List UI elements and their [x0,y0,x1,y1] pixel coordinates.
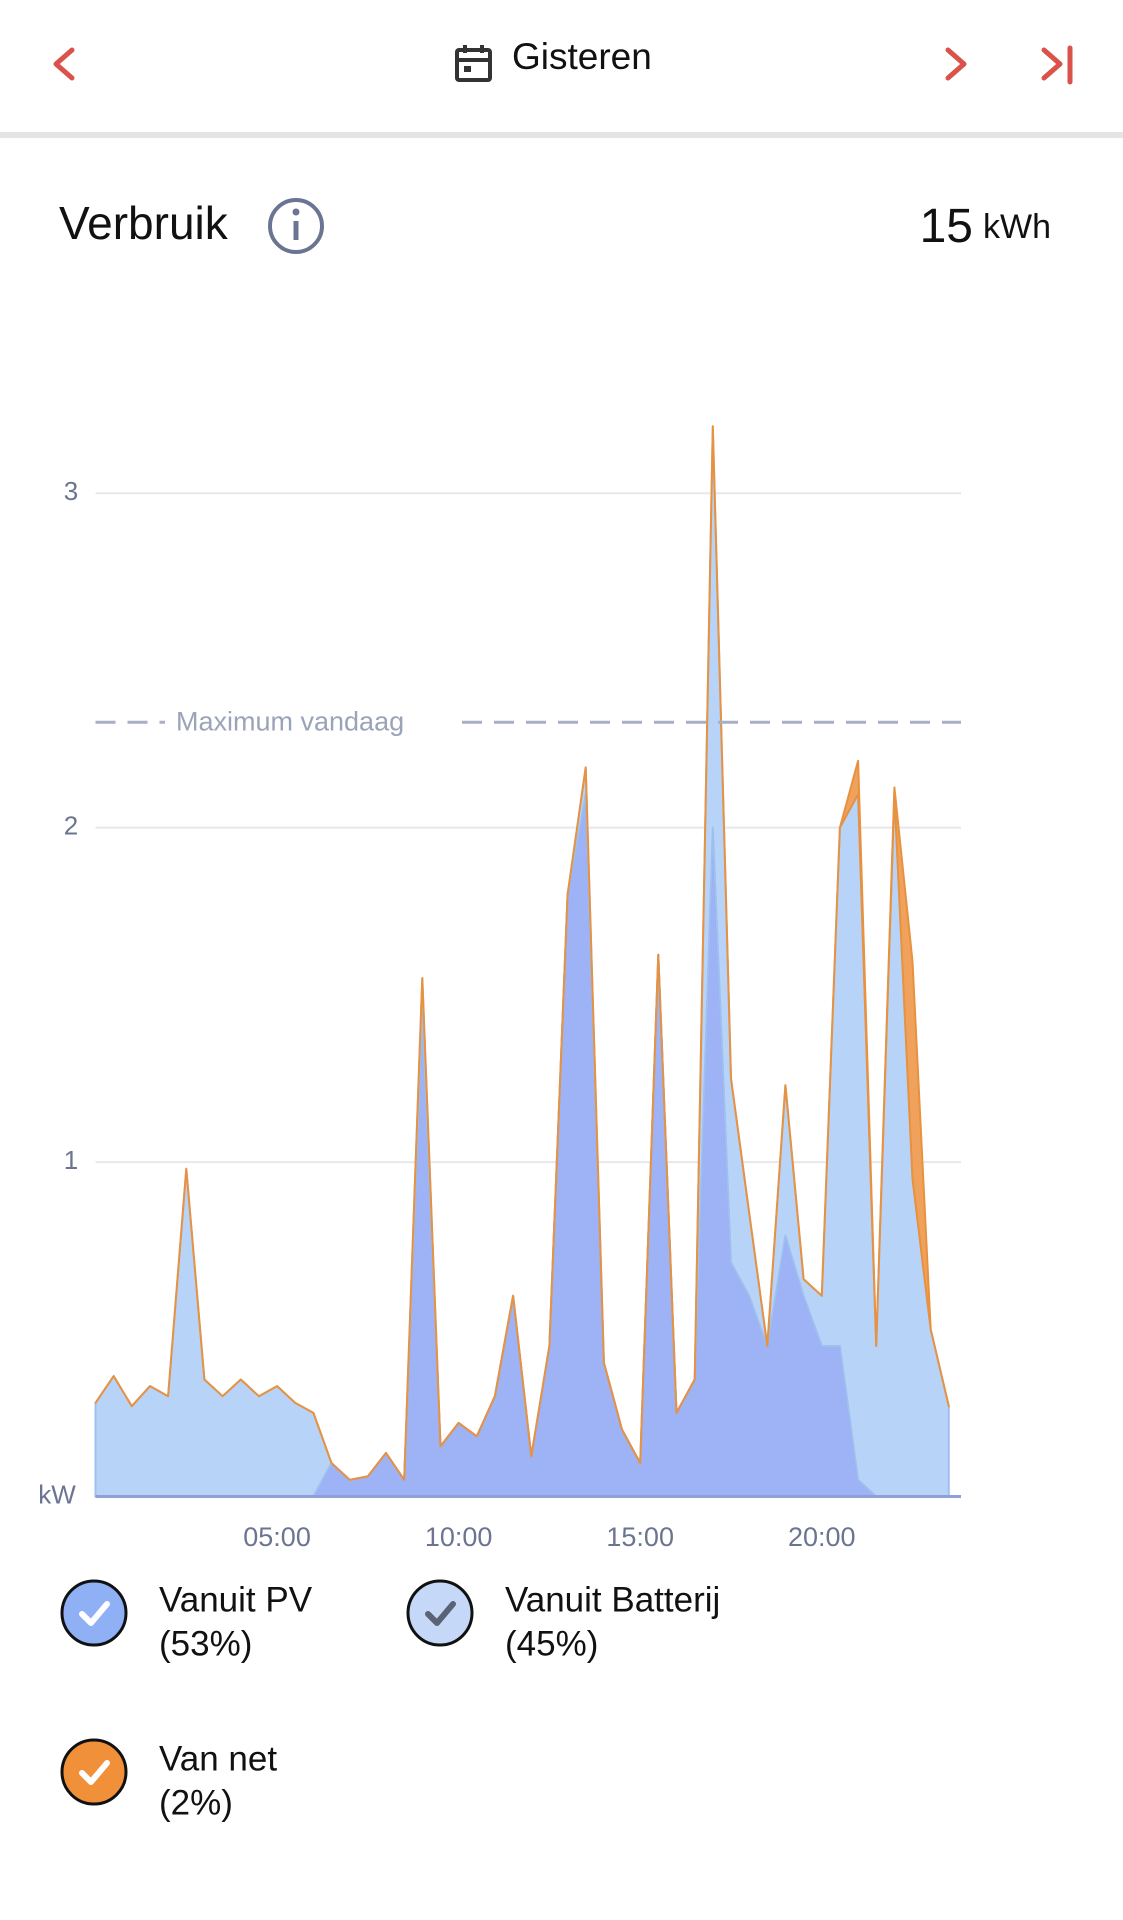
x-tick-label: 20:00 [788,1522,856,1552]
total-number: 15 [920,200,973,253]
back-button[interactable] [53,47,75,81]
legend-item[interactable]: Van net (2%) [60,1738,277,1822]
x-tick-label: 15:00 [606,1522,674,1552]
legend-check [425,1601,456,1626]
legend-item[interactable]: Vanuit PV (53%) [60,1579,313,1663]
chart: kW 1 2 3 05:00 10:00 15:00 20:00 Maximum vandaag [38,425,961,1552]
legend-name: Vanuit Batterij [505,1580,720,1619]
next-button[interactable] [945,47,967,81]
y-tick-label: 3 [64,476,78,506]
legend: Vanuit PV (53%) Vanuit Batterij (45%) Van ne… [60,1579,720,1822]
area-0 [94,793,950,1498]
legend-share: (2%) [159,1783,233,1822]
area-1 [94,425,950,1498]
calendar-icon [455,45,492,82]
legend-share: (45%) [505,1624,598,1663]
max-line-label: Maximum vandaag [176,706,404,736]
header-title: Gisteren [512,36,652,77]
y-tick-label: 2 [64,811,78,841]
section-title: Verbruik [59,197,229,249]
legend-check [79,1601,110,1626]
legend-item[interactable]: Vanuit Batterij (45%) [406,1579,720,1663]
x-tick-label: 10:00 [425,1522,493,1552]
legend-icon [60,1738,128,1806]
last-button[interactable] [1041,45,1073,85]
legend-name: Vanuit PV [159,1580,313,1619]
area-2 [94,425,950,1481]
legend-name: Van net [159,1739,277,1778]
total-value: 15 kWh [920,200,1051,253]
total-unit: kWh [983,208,1051,246]
y-tick-label: 1 [64,1145,78,1175]
legend-icon [406,1579,474,1647]
info-button[interactable] [268,198,324,254]
legend-icon [60,1579,128,1647]
x-tick-label: 05:00 [243,1522,311,1552]
legend-share: (53%) [159,1624,252,1663]
y-tick-label: kW [38,1479,76,1509]
header-separator [0,132,1123,138]
legend-check [79,1760,110,1785]
